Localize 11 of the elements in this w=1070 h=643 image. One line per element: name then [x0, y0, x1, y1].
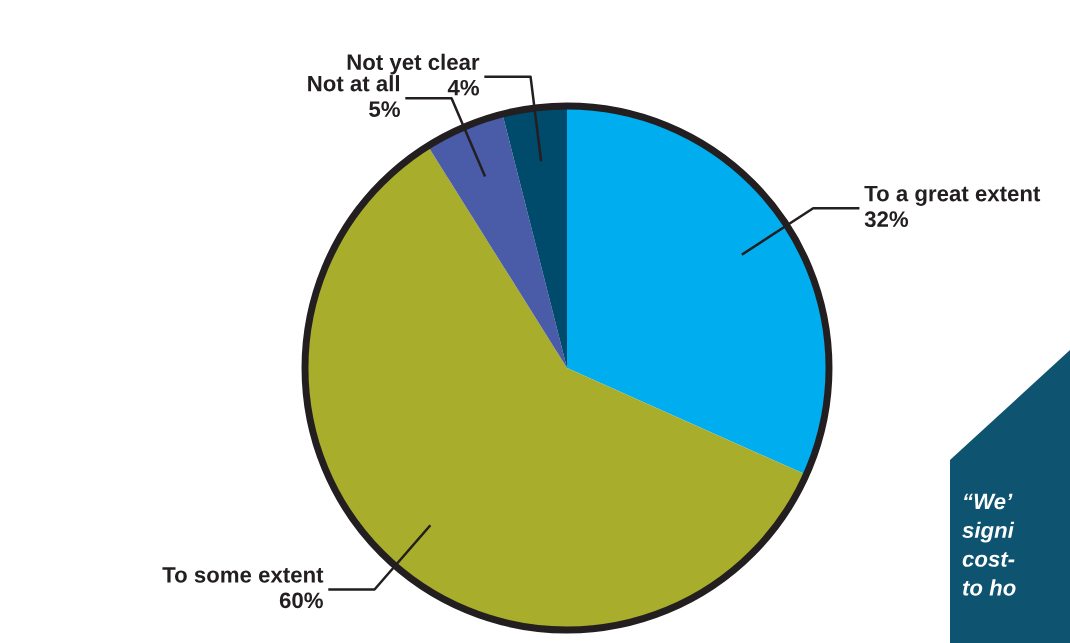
data-label: 60%	[279, 592, 323, 609]
data-label: 5%	[369, 101, 400, 117]
data-label: 4%	[447, 79, 479, 96]
pie-slice	[502, 106, 567, 368]
text: “We’ signi cost- to ho	[962, 493, 1016, 596]
slice-label: To a great extent	[864, 185, 1041, 206]
slice-label: To some extent	[162, 567, 324, 583]
data-label: 32%	[864, 211, 909, 228]
pie-slice	[567, 106, 829, 475]
slice-label: Not yet clear	[347, 53, 480, 75]
slice-label: Not at all	[308, 75, 399, 92]
